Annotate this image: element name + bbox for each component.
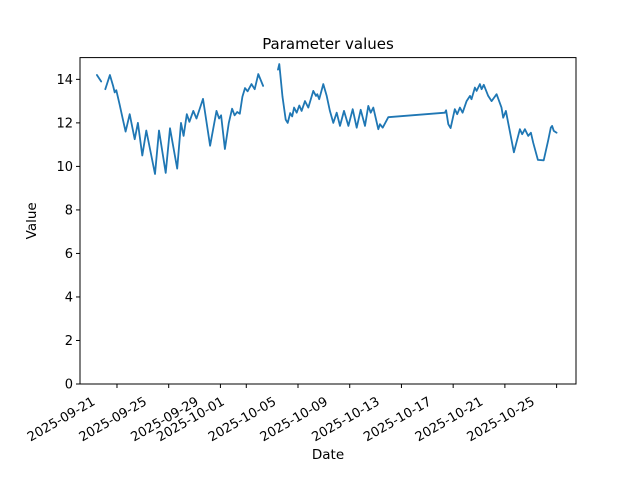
y-tick-label: 12 — [56, 116, 73, 131]
y-tick-label: 14 — [56, 73, 73, 88]
chart-title: Parameter values — [262, 35, 394, 53]
data-line-segment — [96, 74, 103, 83]
axes-spines — [79, 57, 577, 385]
y-tick-label: 6 — [65, 247, 73, 262]
y-tick-label: 0 — [65, 378, 73, 393]
y-tick-label: 8 — [65, 203, 73, 218]
axes-background — [80, 57, 576, 384]
x-axis-label: Date — [312, 447, 344, 463]
y-tick-label: 2 — [65, 334, 73, 349]
y-tick-label: 10 — [56, 160, 73, 175]
y-tick-label: 4 — [65, 290, 73, 305]
data-line-segment — [104, 73, 265, 175]
data-line-segment — [277, 63, 558, 162]
y-axis-label: Value — [24, 202, 40, 239]
